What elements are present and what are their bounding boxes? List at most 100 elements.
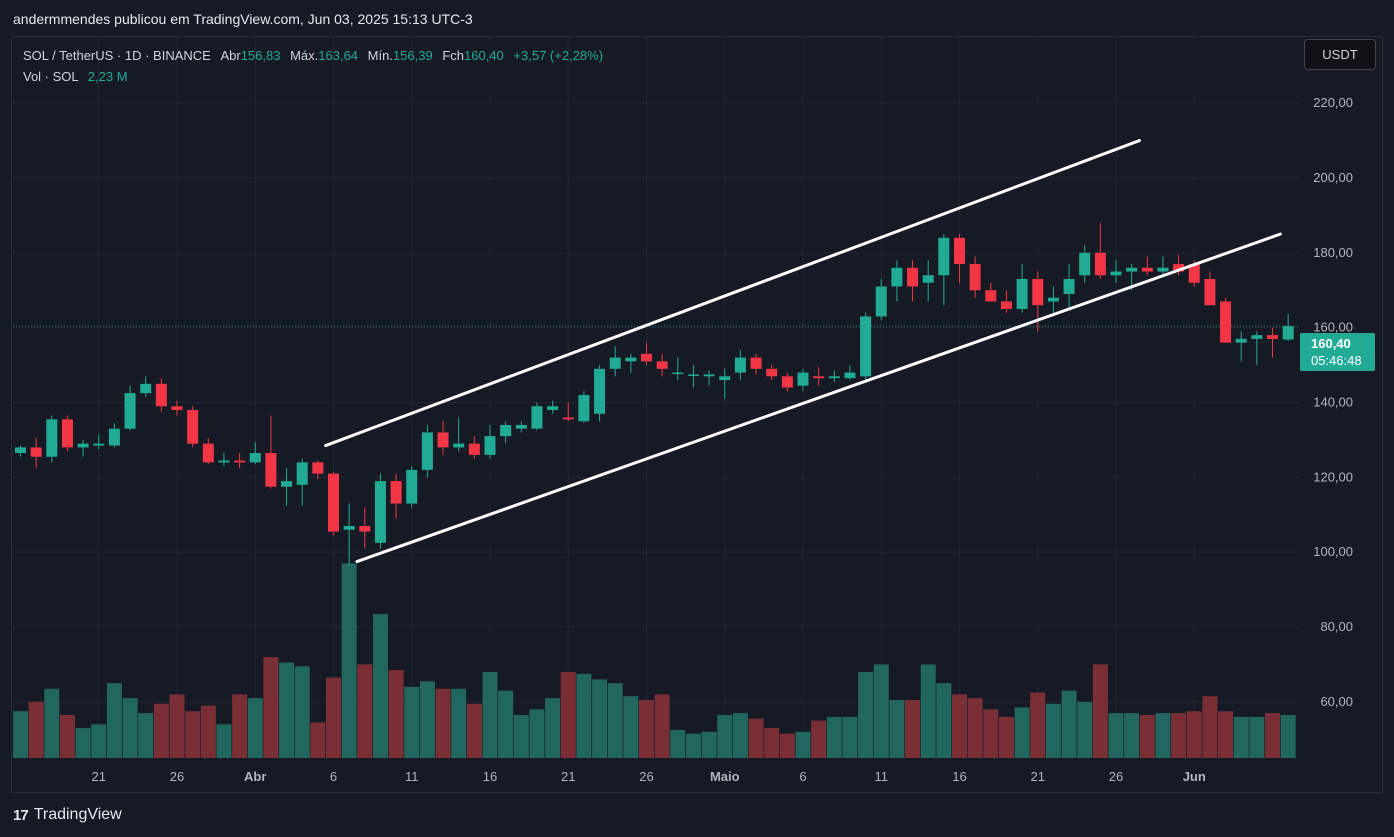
tradingview-brand[interactable]: 17 TradingView — [13, 806, 122, 824]
time-axis[interactable]: 21 26 Abr 6 11 16 21 26 Maio 6 11 16 21 26 Jun — [13, 758, 1299, 792]
candle-body — [328, 473, 339, 532]
candle-body — [453, 443, 465, 448]
time-axis-labels: 21 26 Abr 6 11 16 21 26 Maio 6 11 16 21 26 Jun — [92, 769, 1206, 784]
volume-bar — [169, 694, 185, 758]
candle-body — [140, 383, 152, 394]
candle-body — [969, 264, 981, 291]
candle-body — [781, 376, 793, 388]
candle-body — [1157, 267, 1169, 272]
volume-bar — [920, 664, 936, 758]
price-tick-label: 220,00 — [1313, 95, 1353, 110]
time-tick-label: 21 — [92, 769, 106, 784]
candle-body — [1063, 279, 1075, 294]
candle-body — [515, 424, 527, 429]
volume-bar — [294, 666, 310, 758]
price-tick-label: 160,00 — [1313, 320, 1353, 335]
volume-bar — [748, 718, 764, 758]
candle-body — [1079, 252, 1091, 276]
volume-bar — [1249, 716, 1265, 758]
candle-body — [954, 237, 965, 265]
candle-body — [1204, 279, 1216, 306]
time-tick-label: 6 — [799, 769, 806, 784]
candle-body — [1173, 264, 1185, 272]
time-tick-label: 11 — [875, 769, 889, 784]
candle-body — [406, 469, 418, 504]
volume-bar — [388, 670, 404, 758]
candle-body — [1141, 267, 1153, 272]
candle-body — [30, 447, 42, 457]
volume-bar — [983, 709, 999, 758]
volume-bar — [858, 671, 874, 758]
price-axis[interactable]: 60,00 80,00 100,00 120,00 140,00 160,00 180,00… — [1299, 37, 1382, 758]
plot-area[interactable] — [13, 37, 1299, 758]
last-price-tag: 160,40 05:46:48 — [1300, 333, 1375, 371]
volume-bar — [466, 703, 482, 758]
price-tick-label: 120,00 — [1313, 469, 1353, 484]
time-tick-label: Jun — [1183, 769, 1206, 784]
volume-bar — [482, 671, 498, 758]
volume-bar — [357, 664, 373, 758]
candle-body — [171, 406, 183, 410]
volume-bar — [1186, 711, 1202, 758]
volume-bar — [764, 728, 780, 758]
volume-bar — [1139, 714, 1155, 758]
currency-button[interactable]: USDT — [1304, 39, 1376, 70]
price-axis-labels: 60,00 80,00 100,00 120,00 140,00 160,00 180,00… — [1313, 95, 1353, 709]
trend-line — [324, 139, 1141, 448]
legend-high: 163,64 — [318, 48, 359, 63]
volume-bar — [952, 694, 967, 758]
volume-bar — [1077, 701, 1093, 758]
legend-ohlc-row: SOL / TetherUS · 1D · BINANCE Abr156,83 … — [23, 45, 603, 66]
legend-low-label: Mín. — [367, 48, 393, 63]
volume-bar — [1092, 664, 1108, 758]
volume-bar — [341, 563, 357, 758]
time-tick-label: 26 — [639, 769, 653, 784]
price-chart[interactable] — [13, 37, 1299, 758]
volume-bar — [122, 698, 138, 758]
time-tick-label: 16 — [952, 769, 966, 784]
legend-volume-row: Vol · SOL 2,23 M — [23, 66, 603, 87]
legend-close: 160,40 — [464, 48, 504, 63]
candle-body — [281, 481, 293, 487]
time-tick-label: 16 — [483, 769, 497, 784]
candle-body — [938, 237, 950, 276]
candle-body — [108, 428, 120, 446]
candle-body — [1032, 279, 1044, 306]
volume-bar — [1045, 703, 1061, 758]
legend-change: +3,57 (+2,28%) — [513, 48, 604, 63]
volume-bar — [435, 688, 451, 758]
volume-bar — [717, 714, 733, 758]
candle-body — [500, 424, 512, 437]
volume-bar — [842, 716, 858, 758]
candle-body — [359, 525, 371, 532]
candle-body — [1188, 264, 1200, 283]
author-line: andermmendes publicou em TradingView.com… — [13, 11, 473, 27]
volume-bar — [310, 722, 326, 758]
legend-high-label: Máx. — [290, 48, 319, 63]
volume-bar — [1218, 711, 1234, 758]
publisher-bar: andermmendes publicou em TradingView.com… — [0, 0, 1394, 36]
volume-bar — [701, 731, 717, 758]
volume-bar — [451, 688, 467, 758]
volume-bar — [670, 729, 686, 758]
candle-body — [1126, 267, 1138, 272]
volume-bar — [560, 671, 576, 758]
volume-bar — [889, 699, 905, 758]
volume-bar — [529, 709, 545, 758]
candle-body — [891, 267, 903, 287]
volume-bar — [1233, 716, 1249, 758]
candle-body — [1016, 279, 1028, 309]
candle-body — [390, 481, 402, 504]
legend-close-label: Fch — [442, 48, 465, 63]
volume-bar — [404, 686, 420, 758]
volume-bar — [498, 690, 514, 758]
volume-bar — [654, 694, 670, 758]
volume-bar — [419, 681, 435, 758]
time-tick-label: Abr — [244, 769, 266, 784]
candle-body — [468, 443, 480, 455]
time-tick-label: 21 — [561, 769, 575, 784]
volume-bar — [216, 724, 232, 758]
candle-body — [750, 357, 762, 369]
candle-body — [234, 460, 246, 463]
volume-bar — [247, 698, 263, 758]
